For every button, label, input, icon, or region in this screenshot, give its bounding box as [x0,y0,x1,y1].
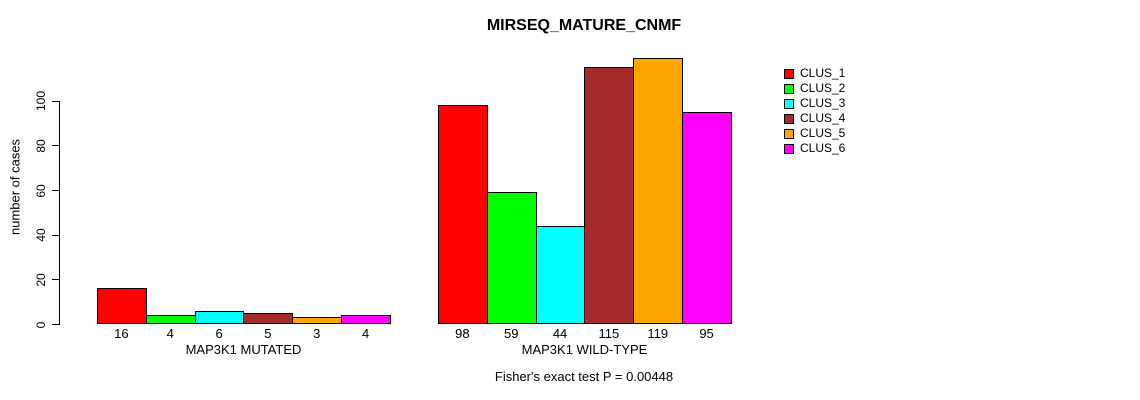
legend-label: CLUS_2 [800,81,846,95]
legend-item-clus_6: CLUS_6 [784,141,845,156]
bar-value-label: 59 [504,326,519,341]
bar-value-label: 5 [264,326,272,341]
legend-swatch-clus_3 [784,98,794,109]
group-label-map3k1-wild-type: MAP3K1 WILD-TYPE [521,342,648,357]
bar-clus_1-map3k1-wild-type [438,105,488,324]
y-tick [52,145,59,147]
legend-label: CLUS_6 [800,141,846,155]
chart-title: MIRSEQ_MATURE_CNMF [486,17,682,34]
bar-value-label: 4 [361,326,370,341]
bar-value-label: 115 [598,326,620,341]
y-tick-label: 80 [34,139,48,153]
group-label-map3k1-mutated: MAP3K1 MUTATED [185,342,302,357]
y-tick [52,190,59,192]
bar-value-label: 44 [552,326,568,341]
y-axis-label: number of cases [7,138,23,236]
legend-swatch-clus_1 [784,68,794,79]
bar-clus_3-map3k1-mutated [194,310,245,324]
legend-label: CLUS_5 [800,126,846,140]
bar-value-label: 3 [313,326,321,341]
legend-item-clus_4: CLUS_4 [784,111,845,126]
legend-item-clus_1: CLUS_1 [784,66,845,81]
bar-value-label: 98 [455,326,470,341]
legend-swatch-clus_2 [784,83,794,94]
bar-clus_2-map3k1-wild-type [486,192,537,324]
bar-clus_3-map3k1-wild-type [535,225,586,324]
fisher-test-annotation: Fisher's exact test P = 0.00448 [494,369,674,384]
bar-clus_5-map3k1-mutated [292,317,343,324]
y-tick [52,279,59,281]
legend-swatch-clus_4 [784,113,794,124]
legend-swatch-clus_6 [784,143,794,154]
y-tick-label: 20 [34,273,48,287]
legend-item-clus_2: CLUS_2 [784,81,845,96]
y-axis-line [59,100,60,325]
y-tick-label: 0 [34,321,48,328]
legend-label: CLUS_3 [800,96,846,110]
y-tick [52,234,59,236]
bar-value-label: 4 [166,326,174,341]
bar-value-label: 16 [114,326,129,341]
y-tick-label: 40 [34,228,48,242]
bar-value-label: 6 [215,326,223,341]
bar-clus_6-map3k1-wild-type [682,111,732,324]
bar-clus_4-map3k1-wild-type [584,67,635,324]
y-tick-label: 100 [34,91,48,112]
legend-item-clus_3: CLUS_3 [784,96,845,111]
bar-clus_4-map3k1-mutated [243,312,294,324]
bar-clus_5-map3k1-wild-type [633,58,684,324]
bar-clus_1-map3k1-mutated [97,288,147,324]
y-tick [52,324,59,325]
y-tick [52,100,59,102]
legend: CLUS_1 CLUS_2 CLUS_3 CLUS_4 CLUS_5 CLUS_6 [784,66,845,156]
legend-swatch-clus_5 [784,128,794,139]
legend-label: CLUS_4 [800,111,846,125]
legend-item-clus_5: CLUS_5 [784,126,845,141]
y-tick-label: 60 [34,183,48,198]
bar-clus_2-map3k1-mutated [145,315,196,324]
bar-value-label: 119 [647,326,669,341]
legend-label: CLUS_1 [800,66,846,80]
bar-clus_6-map3k1-mutated [341,315,391,324]
bar-value-label: 95 [699,326,714,341]
